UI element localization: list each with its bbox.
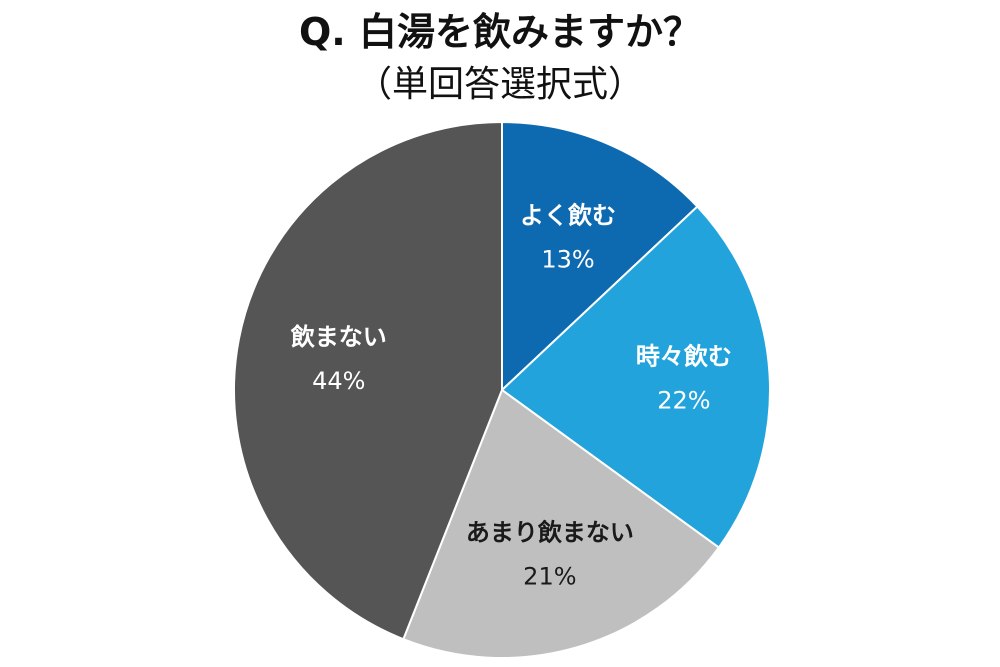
slice-category-label: あまり飲まない <box>466 519 634 547</box>
pie-slice <box>233 120 503 641</box>
chart-subtitle: （単回答選択式） <box>355 64 644 105</box>
slice-category-label: 時々飲む <box>636 343 732 371</box>
slice-value-label: 22% <box>657 387 710 415</box>
pie-slice <box>500 205 771 549</box>
slice-value-label: 21% <box>523 563 576 591</box>
pie-slices <box>233 120 771 659</box>
chart-title: Q. 白湯を飲みますか？ <box>299 10 701 54</box>
slice-value-label: 13% <box>541 246 594 274</box>
slice-value-label: 44% <box>312 367 365 395</box>
pie-slice <box>402 388 721 659</box>
pie-slice <box>501 120 699 393</box>
pie-labels: よく飲む 13% 時々飲む 22% あまり飲まない 21% 飲まない 44% <box>290 202 732 591</box>
slice-category-label: よく飲む <box>520 202 616 230</box>
slice-category-label: 飲まない <box>290 323 387 351</box>
